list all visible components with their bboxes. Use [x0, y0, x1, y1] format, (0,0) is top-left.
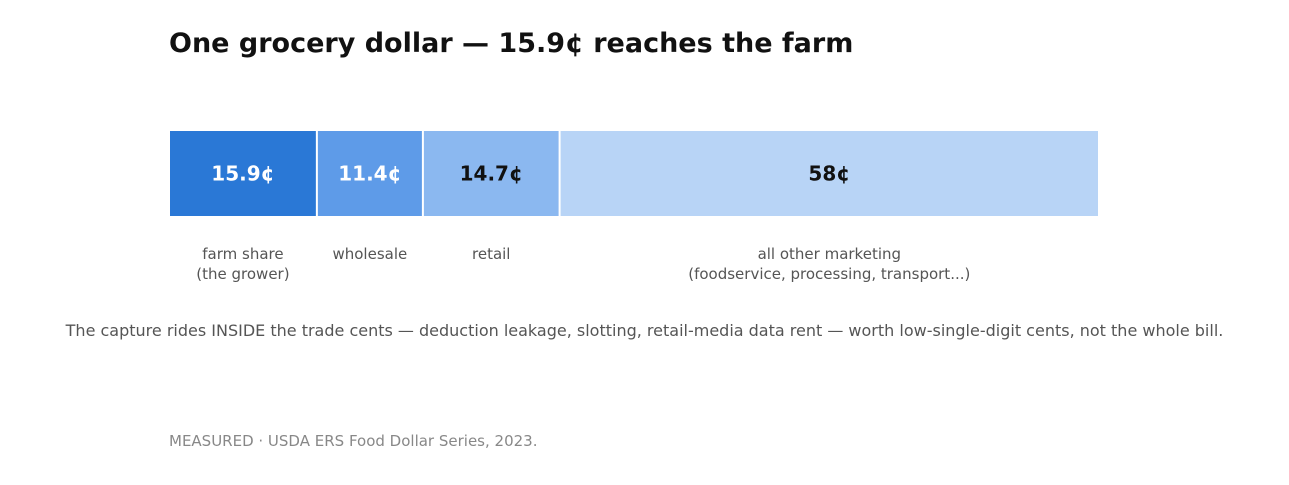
- category-label-all-other-marketing: all other marketing: [758, 245, 901, 263]
- bar-segment-retail: [423, 131, 559, 216]
- chart-title: One grocery dollar — 15.9¢ reaches the f…: [169, 28, 854, 59]
- category-label-all-other-marketing-line-2: (foodservice, processing, transport...): [688, 265, 970, 283]
- stacked-bar-chart: 15.9¢ farm share (the grower) 11.4¢ wholesal…: [170, 131, 1098, 283]
- category-label-retail: retail: [472, 245, 510, 263]
- value-label-wholesale: 11.4¢: [338, 162, 401, 186]
- bar-segment-farm-share: [170, 131, 316, 216]
- bar-segment-all-other-marketing: [560, 131, 1098, 216]
- bar-segment-wholesale: [317, 131, 422, 216]
- category-label-wholesale: wholesale: [332, 245, 407, 263]
- category-label-farm-share: farm share: [202, 245, 283, 263]
- value-label-all-other-marketing: 58¢: [808, 162, 850, 186]
- value-label-farm-share: 15.9¢: [211, 162, 274, 186]
- chart-annotation: The capture rides INSIDE the trade cents…: [65, 321, 1224, 340]
- category-label-farm-share-line-2: (the grower): [196, 265, 289, 283]
- value-label-retail: 14.7¢: [460, 162, 523, 186]
- source-note: MEASURED · USDA ERS Food Dollar Series, …: [169, 432, 538, 450]
